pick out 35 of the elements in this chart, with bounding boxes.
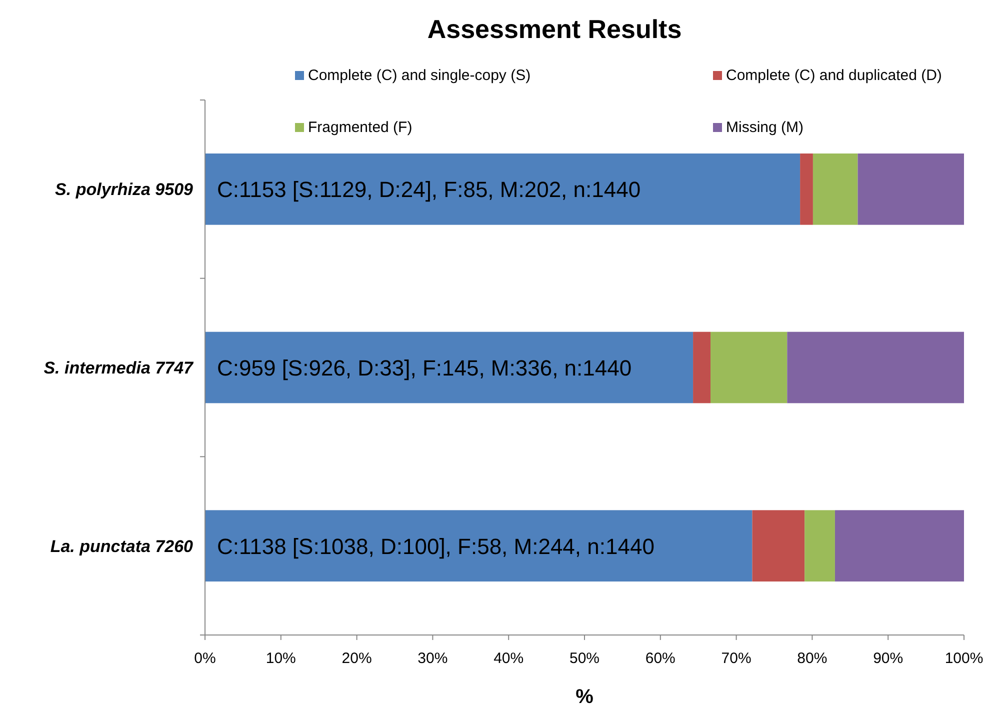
legend-label: Complete (C) and single-copy (S) [308, 67, 531, 84]
x-tick-label: 60% [645, 650, 676, 667]
bar [205, 332, 694, 404]
x-tick-label: 40% [494, 650, 524, 667]
bar [804, 510, 835, 582]
bar [800, 154, 813, 225]
legend-label: Missing (M) [726, 119, 804, 136]
x-tick-label: 100% [944, 650, 984, 667]
bar [787, 332, 964, 404]
y-tick-label: S. polyrhiza 9509 [55, 180, 194, 200]
annotation: C:1153 [S:1129, D:24], F:85, M:202, n:1440 [217, 177, 641, 202]
legend-label: Fragmented (F) [308, 119, 412, 136]
y-tick-label: La. punctata 7260 [50, 536, 194, 556]
chart-title: Assessment Results [427, 14, 682, 44]
x-tick-label: 20% [342, 650, 372, 667]
bar [812, 154, 858, 225]
x-tick-label: 0% [194, 650, 216, 667]
x-tick-label: 10% [266, 650, 296, 667]
bar [752, 510, 805, 582]
annotation: C:959 [S:926, D:33], F:145, M:336, n:1440 [217, 356, 632, 380]
bar [205, 510, 752, 582]
legend-label: Complete (C) and duplicated (D) [726, 67, 942, 84]
x-axis-title: % [576, 686, 594, 708]
bar [205, 154, 800, 225]
bar [834, 510, 964, 582]
x-tick-label: 50% [569, 650, 600, 667]
x-tick-label: 90% [873, 650, 904, 667]
x-tick-label: 30% [418, 650, 448, 667]
bar [693, 332, 710, 404]
bar [710, 332, 788, 404]
bar [858, 154, 964, 225]
x-tick-label: 80% [797, 650, 828, 667]
y-tick-label: S. intermedia 7747 [44, 358, 195, 378]
annotation: C:1138 [S:1038, D:100], F:58, M:244, n:1440 [217, 534, 654, 559]
x-tick-label: 70% [721, 650, 752, 667]
